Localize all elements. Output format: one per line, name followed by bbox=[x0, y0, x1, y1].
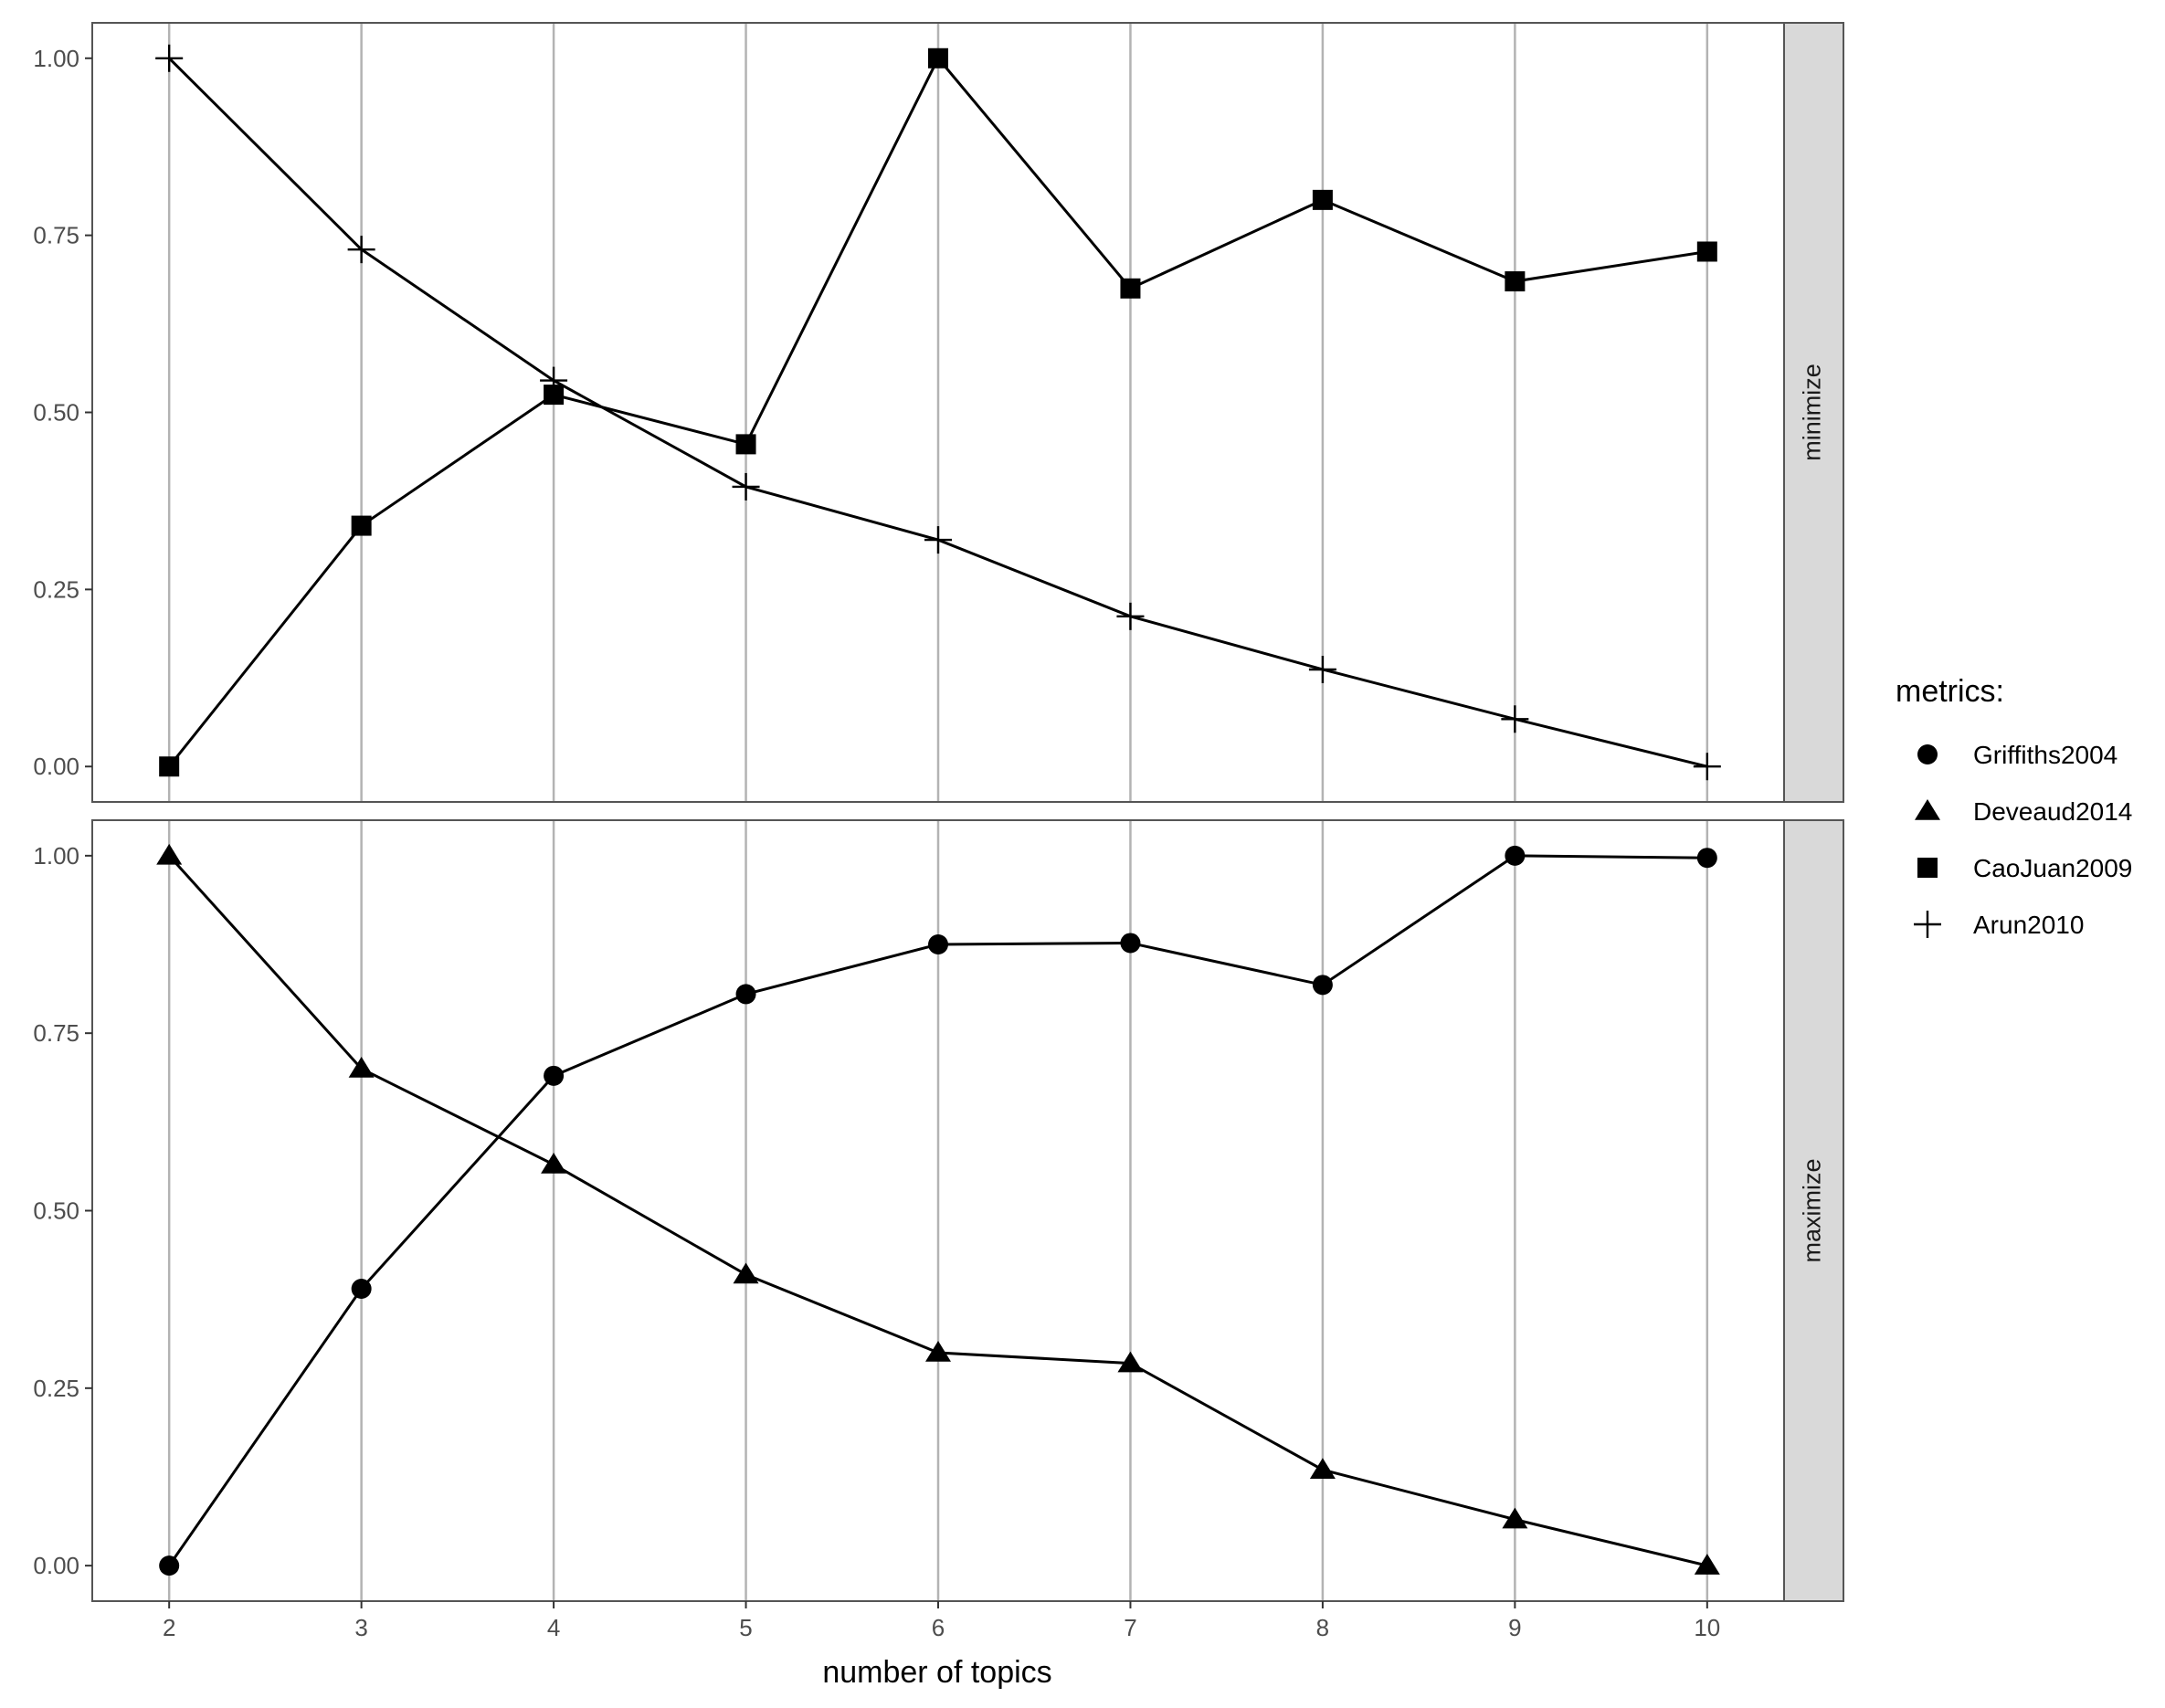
x-tick-label: 7 bbox=[1124, 1614, 1136, 1641]
data-point bbox=[1505, 846, 1525, 866]
data-point bbox=[1120, 279, 1140, 299]
legend-items: Griffiths2004 Deveaud2014 CaoJuan2009 Arun2… bbox=[1914, 741, 2132, 939]
panels: 0.00 0.25 0.50 0.75 1.00 minimize 0.00 0.25 0.50… bbox=[33, 23, 1843, 1601]
x-tick-label: 9 bbox=[1508, 1614, 1521, 1641]
legend-label: CaoJuan2009 bbox=[1973, 854, 2132, 882]
x-tick-label: 2 bbox=[163, 1614, 175, 1641]
legend-label: Griffiths2004 bbox=[1973, 741, 2117, 769]
facet-strip-label: minimize bbox=[1799, 364, 1826, 461]
data-point bbox=[159, 756, 179, 776]
data-point bbox=[352, 516, 372, 536]
x-tick-label: 3 bbox=[354, 1614, 367, 1641]
data-point bbox=[544, 1066, 564, 1086]
legend-key-CaoJuan2009 bbox=[1917, 858, 1938, 878]
legend-label: Arun2010 bbox=[1973, 911, 2084, 939]
x-tick-label: 5 bbox=[739, 1614, 752, 1641]
legend-title: metrics: bbox=[1896, 674, 2004, 709]
data-point bbox=[1313, 975, 1333, 995]
data-point bbox=[1120, 933, 1140, 953]
y-tick-label: 1.00 bbox=[33, 45, 79, 72]
x-tick-label: 8 bbox=[1316, 1614, 1329, 1641]
panel-maximize: 0.00 0.25 0.50 0.75 1.00 maximize bbox=[33, 820, 1843, 1601]
y-tick-label: 0.00 bbox=[33, 1552, 79, 1579]
x-tick-label: 6 bbox=[932, 1614, 945, 1641]
y-tick-label: 0.25 bbox=[33, 1375, 79, 1402]
y-tick-label: 0.00 bbox=[33, 753, 79, 780]
y-tick-label: 0.50 bbox=[33, 1197, 79, 1225]
y-tick-label: 1.00 bbox=[33, 842, 79, 870]
data-point bbox=[736, 434, 756, 454]
data-point bbox=[1697, 241, 1717, 261]
x-tick-label: 10 bbox=[1694, 1614, 1720, 1641]
legend-key-Arun2010 bbox=[1914, 911, 1941, 938]
data-point bbox=[736, 984, 756, 1004]
facet-strip-label: maximize bbox=[1799, 1158, 1826, 1262]
y-tick-label: 0.75 bbox=[33, 1019, 79, 1047]
x-tick-label: 4 bbox=[547, 1614, 560, 1641]
data-point bbox=[1313, 190, 1333, 210]
data-point bbox=[928, 934, 948, 954]
legend-label: Deveaud2014 bbox=[1973, 797, 2132, 826]
y-tick-label: 0.25 bbox=[33, 575, 79, 603]
data-point bbox=[159, 1555, 179, 1576]
legend-key-Griffiths2004 bbox=[1917, 744, 1938, 764]
data-point bbox=[352, 1279, 372, 1299]
y-tick-label: 0.50 bbox=[33, 399, 79, 427]
y-tick-label: 0.75 bbox=[33, 222, 79, 249]
data-point bbox=[1697, 848, 1717, 868]
legend: metrics: Griffiths2004 Deveaud2014 CaoJuan… bbox=[1896, 674, 2132, 939]
panel-minimize: 0.00 0.25 0.50 0.75 1.00 minimize bbox=[33, 23, 1843, 802]
x-axis: 2 3 4 5 6 7 8 9 10 bbox=[163, 1601, 1720, 1641]
data-point bbox=[1505, 271, 1525, 291]
legend-key-Deveaud2014 bbox=[1915, 799, 1940, 820]
data-point bbox=[928, 48, 948, 69]
x-axis-title: number of topics bbox=[822, 1655, 1051, 1690]
